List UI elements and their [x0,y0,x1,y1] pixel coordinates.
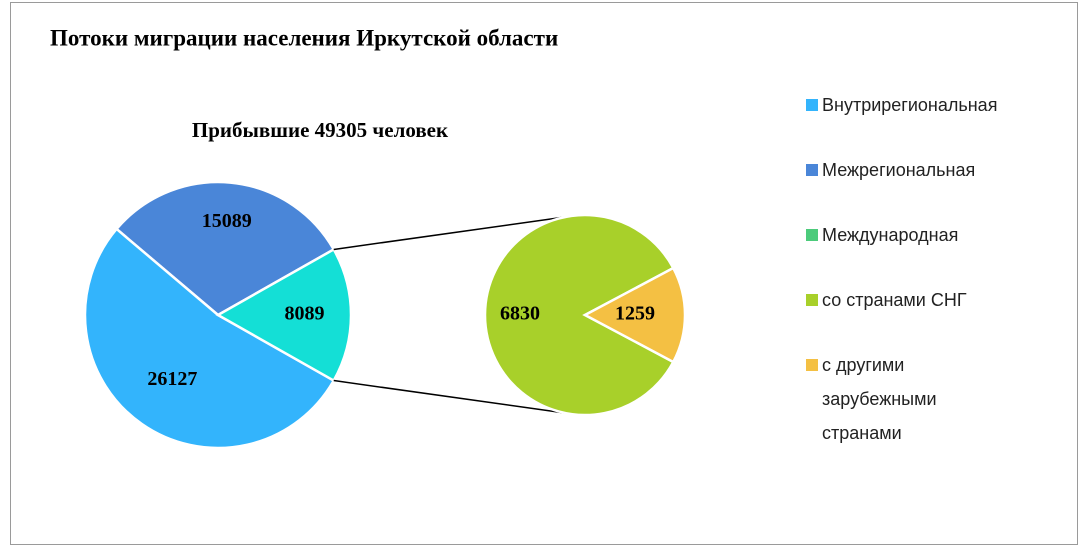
data-label: 8089 [284,303,324,325]
connector-line [333,215,573,251]
legend-item: Международная [806,218,1006,252]
legend-label: Межрегиональная [822,160,976,180]
legend-swatch [806,164,818,176]
legend: Внутрирегиональная Межрегиональная Междуна… [806,88,1006,481]
legend-label: Внутрирегиональная [822,95,998,115]
data-label: 1259 [615,303,655,325]
data-label: 15089 [202,210,252,232]
pie-slice [483,213,675,417]
legend-item: с другими зарубежными странами [806,348,1006,450]
chart-subtitle: Прибывшие 49305 человек [192,118,449,142]
legend-item: Межрегиональная [806,153,1006,187]
chart-title: Потоки миграции населения Иркутской обла… [50,25,558,50]
pie-slice [582,266,687,364]
legend-swatch [806,229,818,241]
legend-item: Внутрирегиональная [806,88,1006,122]
legend-label: Международная [822,225,959,245]
pie-slice [83,227,336,450]
legend-swatch [806,359,818,371]
legend-label: со странами СНГ [822,290,967,310]
data-label: 6830 [500,303,540,325]
pie-slice [215,247,353,383]
pie-slice [114,180,336,317]
legend-label: с другими зарубежными странами [822,355,937,443]
connector-line [333,379,573,415]
data-label: 26127 [147,368,197,390]
legend-item: со странами СНГ [806,283,1006,317]
legend-swatch [806,294,818,306]
legend-swatch [806,99,818,111]
